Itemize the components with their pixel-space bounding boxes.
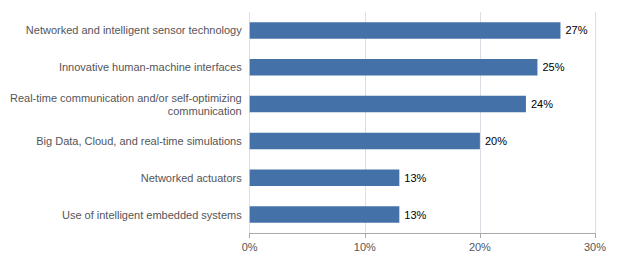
svg-text:24%: 24% [531,98,553,110]
svg-text:20%: 20% [469,241,491,253]
svg-text:20%: 20% [485,135,507,147]
svg-text:communication: communication [168,105,242,117]
svg-text:Networked and intelligent sens: Networked and intelligent sensor technol… [26,24,242,36]
svg-text:10%: 10% [354,241,376,253]
svg-text:Innovative human-machine inter: Innovative human-machine interfaces [59,61,242,73]
svg-text:Real-time communication and/or: Real-time communication and/or self-opti… [10,92,242,104]
svg-text:Networked actuators: Networked actuators [141,172,242,184]
svg-text:Big Data, Cloud, and real-time: Big Data, Cloud, and real-time simulatio… [36,135,242,147]
svg-text:30%: 30% [584,241,606,253]
svg-text:0%: 0% [242,241,258,253]
svg-text:13%: 13% [404,209,426,221]
svg-text:Use of intelligent embedded sy: Use of intelligent embedded systems [62,209,242,221]
svg-text:25%: 25% [542,61,564,73]
svg-text:13%: 13% [404,172,426,184]
svg-text:27%: 27% [565,24,587,36]
